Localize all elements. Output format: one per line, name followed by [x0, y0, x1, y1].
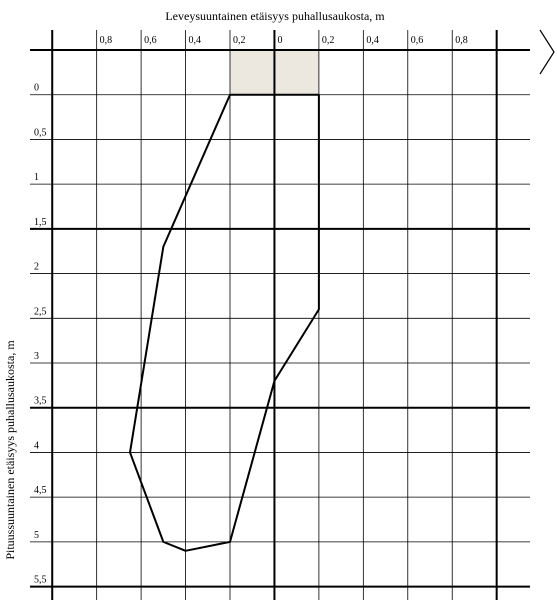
x-axis-title: Leveysuuntainen etäisyys puhallusaukosta… — [165, 9, 385, 23]
y-tick-label: 1,5 — [34, 217, 47, 228]
y-axis-title: Pituussuuntainen etäisyys puhallusaukost… — [3, 340, 17, 560]
y-tick-label: 4 — [34, 440, 39, 451]
y-tick-label: 2 — [34, 262, 39, 273]
y-tick-label: 3 — [34, 351, 39, 362]
x-tick-label: 0,6 — [411, 35, 424, 46]
y-tick-label: 4,5 — [34, 485, 47, 496]
y-tick-label: 5 — [34, 530, 39, 541]
x-tick-label: 0 — [277, 35, 282, 46]
y-tick-label: 0,5 — [34, 127, 47, 138]
x-tick-label: 0,6 — [144, 35, 157, 46]
y-tick-label: 1 — [34, 172, 39, 183]
x-tick-label: 0,8 — [455, 35, 468, 46]
arrow — [539, 29, 555, 75]
y-tick-label: 0 — [34, 83, 39, 94]
x-tick-label: 0,8 — [100, 35, 113, 46]
y-tick-label: 5,5 — [34, 575, 47, 586]
x-tick-label: 0,4 — [189, 35, 202, 46]
x-tick-label: 0,2 — [233, 35, 246, 46]
y-tick-label: 3,5 — [34, 396, 47, 407]
x-tick-label: 0,2 — [322, 35, 335, 46]
y-tick-label: 2,5 — [34, 306, 47, 317]
outline — [129, 93, 320, 552]
x-tick-label: 0,4 — [366, 35, 379, 46]
